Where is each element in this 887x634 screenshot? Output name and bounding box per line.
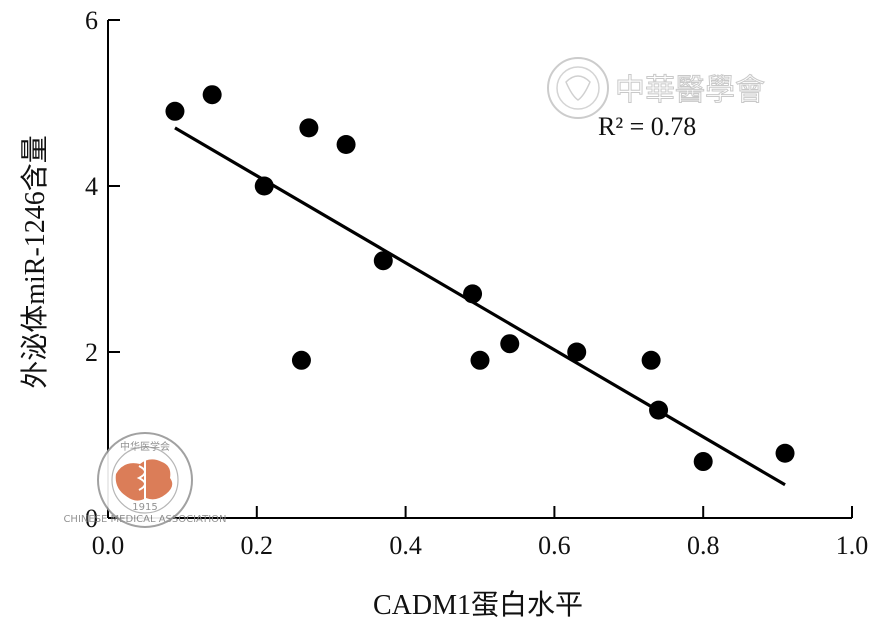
- data-point: [299, 118, 319, 138]
- data-point: [649, 400, 669, 420]
- y-tick-label: 6: [85, 6, 98, 35]
- trendline: [174, 126, 786, 487]
- y-tick-label: 0: [85, 504, 98, 533]
- x-tick-label: 0.0: [92, 531, 125, 560]
- seal-inner-ring: [111, 446, 179, 514]
- watermark-text: 中華醫學會: [615, 73, 765, 108]
- seal-english: CHINESE MEDICAL ASSOCIATION: [63, 514, 226, 525]
- data-point: [254, 176, 274, 196]
- x-ticks: 0.0 0.2 0.4 0.6 0.8 1.0: [92, 506, 869, 560]
- seal-map-icon: [115, 459, 173, 501]
- data-point: [463, 284, 483, 304]
- data-point: [165, 101, 185, 121]
- data-point: [291, 350, 311, 370]
- x-tick-label: 0.2: [241, 531, 274, 560]
- seal-text: 中华医学会: [120, 440, 170, 453]
- data-point: [693, 452, 713, 472]
- r-squared-annotation: R² = 0.78: [598, 112, 696, 141]
- association-seal: 中华医学会 1915 CHINESE MEDICAL ASSOCIATION: [63, 432, 227, 528]
- data-point: [373, 251, 393, 271]
- y-tick-label: 2: [85, 338, 98, 367]
- x-tick-label: 1.0: [836, 531, 869, 560]
- watermark: 中華醫學會: [547, 57, 766, 119]
- data-point: [775, 443, 795, 463]
- y-ticks: 0 2 4 6: [85, 6, 120, 533]
- x-tick-label: 0.6: [538, 531, 571, 560]
- data-point: [470, 350, 490, 370]
- x-tick-label: 0.8: [687, 531, 720, 560]
- data-point: [500, 334, 520, 354]
- data-point: [641, 350, 661, 370]
- y-axis-title: 外泌体miR-1246含量: [19, 135, 51, 389]
- data-point: [202, 85, 222, 105]
- watermark-seal-icon: [547, 57, 609, 119]
- data-point: [336, 135, 356, 154]
- x-axis-title: CADM1蛋白水平: [373, 589, 583, 621]
- data-points: [165, 85, 795, 472]
- seal-year: 1915: [132, 502, 157, 513]
- y-tick-label: 4: [85, 172, 98, 201]
- data-point: [567, 342, 587, 362]
- seal-staff-icon: [136, 456, 146, 504]
- x-tick-label: 0.4: [389, 531, 422, 560]
